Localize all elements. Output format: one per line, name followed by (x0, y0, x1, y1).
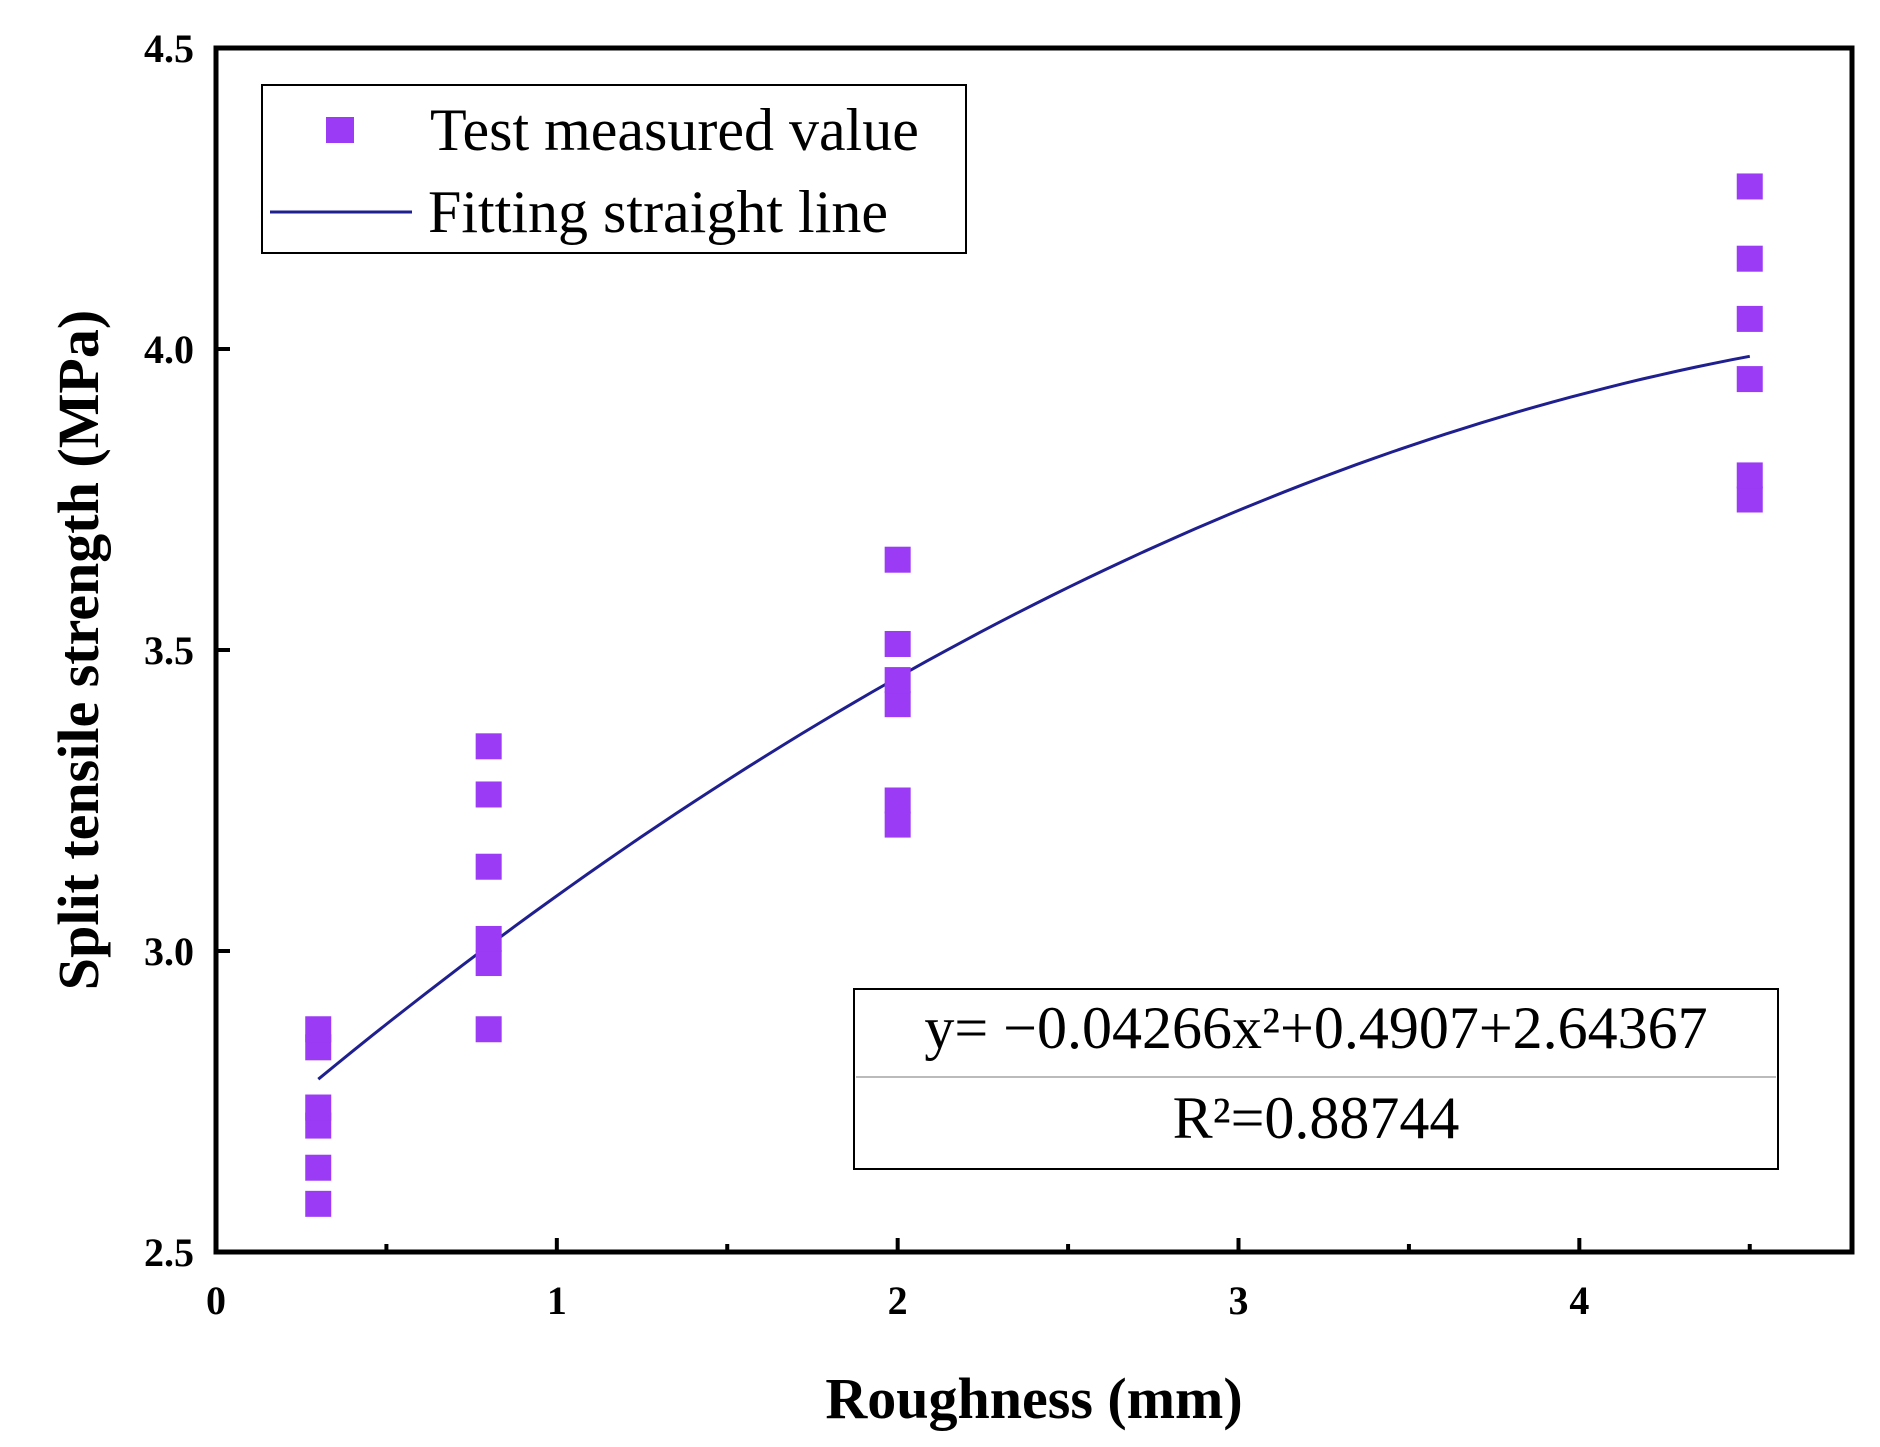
axis-ticks (214, 46, 1752, 1254)
data-point (475, 853, 502, 880)
data-point (475, 925, 502, 952)
data-point (1736, 366, 1763, 393)
legend-box (261, 84, 967, 254)
x-tick-label: 1 (547, 1278, 567, 1323)
r-squared-text: R²=0.88744 (1173, 1085, 1460, 1151)
data-point (1736, 173, 1763, 200)
equation-box (853, 988, 1779, 1170)
fit-curve (317, 354, 1751, 1081)
data-point (1736, 486, 1763, 513)
data-point (884, 630, 911, 657)
data-point (884, 811, 911, 838)
fit-line-layer (317, 354, 1751, 1081)
data-point (475, 950, 502, 977)
data-point (475, 733, 502, 760)
x-tick-label: 3 (1229, 1278, 1249, 1323)
data-point (1736, 462, 1763, 489)
y-tick-label: 3.0 (144, 929, 194, 974)
legend: Test measured value Fitting straight lin… (261, 84, 967, 254)
data-point (305, 1094, 332, 1121)
x-tick-label: 0 (206, 1278, 226, 1323)
data-point (884, 691, 911, 718)
scatter-points-layer (305, 173, 1763, 1217)
legend-label-line: Fitting straight line (428, 179, 888, 245)
equation-text: y= −0.04266x²+0.4907+2.64367 (924, 995, 1707, 1061)
x-tick-label: 4 (1569, 1278, 1589, 1323)
data-point (305, 1154, 332, 1181)
legend-label-scatter: Test measured value (430, 97, 919, 163)
data-point (305, 1016, 332, 1043)
y-tick-label: 4.0 (144, 327, 194, 372)
data-point (1736, 245, 1763, 272)
y-axis-title: Split tensile strength (MPa) (46, 310, 111, 990)
fit-equation-box: y= −0.04266x²+0.4907+2.64367 R²=0.88744 (853, 988, 1779, 1170)
x-tick-label: 2 (888, 1278, 908, 1323)
legend-marker-square (326, 117, 354, 143)
data-point (475, 1016, 502, 1043)
tick-labels: 0 1 2 3 4 2.5 3.0 3.5 4.0 4.5 (144, 26, 1589, 1323)
data-point (1736, 305, 1763, 332)
data-point (884, 546, 911, 573)
x-axis-title: Roughness (mm) (825, 1366, 1242, 1431)
data-point (475, 781, 502, 808)
data-point (305, 1190, 332, 1217)
data-point (884, 667, 911, 694)
y-tick-label: 3.5 (144, 628, 194, 673)
data-point (884, 787, 911, 814)
y-tick-label: 2.5 (144, 1230, 194, 1275)
y-tick-label: 4.5 (144, 26, 194, 71)
